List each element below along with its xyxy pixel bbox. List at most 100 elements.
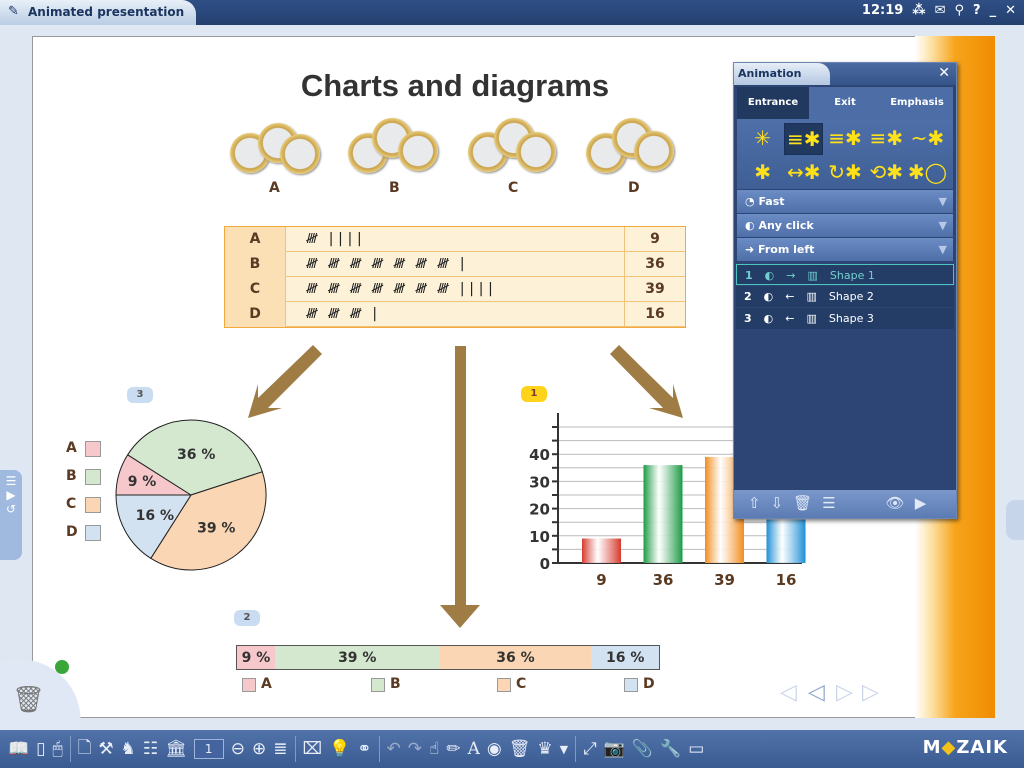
document-icon[interactable]: ≣ <box>273 739 288 759</box>
record-icon[interactable]: ◉ <box>486 739 502 759</box>
pen-color-dot[interactable] <box>55 660 69 674</box>
last-slide-icon[interactable]: ▷ <box>862 680 879 705</box>
book-icon[interactable]: 📖 <box>8 739 30 759</box>
move-down-icon[interactable]: ⇩ <box>770 494 784 512</box>
minimize-icon[interactable]: _ <box>989 3 997 18</box>
crown-icon[interactable]: ♛ <box>537 739 553 759</box>
y-tick-label: 30 <box>529 473 550 491</box>
prev-slide-icon[interactable]: ◁ <box>808 680 825 705</box>
page-icon[interactable]: 🗋 <box>77 737 92 758</box>
legend-swatch <box>85 441 101 457</box>
effect-orbit-icon[interactable]: ✱◯ <box>907 160 947 184</box>
museum-icon[interactable]: 🏛 <box>165 739 187 759</box>
animation-order-badge[interactable]: 2 <box>234 610 260 626</box>
wrench-icon[interactable]: 🔧 <box>660 739 682 759</box>
trash-icon[interactable]: 🗑 <box>12 685 46 715</box>
legend-label: D <box>66 524 78 540</box>
slide-title: Charts and diagrams <box>300 68 610 103</box>
zoom-out-icon[interactable]: ⊖ <box>230 739 245 759</box>
page-number-input[interactable]: 1 <box>193 739 224 759</box>
animation-list-item[interactable]: 2 ◐ ← ▥ Shape 2 <box>736 286 954 307</box>
effect-fly-fast-icon[interactable]: ≡✱ <box>869 126 903 150</box>
bar <box>766 519 806 563</box>
trash-icon[interactable]: 🗑 <box>508 739 531 759</box>
y-tick-label: 10 <box>529 528 550 546</box>
effect-spin-icon[interactable]: ↻✱ <box>828 160 862 184</box>
move-up-icon[interactable]: ⇧ <box>748 494 761 512</box>
close-icon[interactable]: ✕ <box>1005 3 1016 18</box>
row-count: 16 <box>624 302 685 327</box>
redo-icon[interactable]: ↷ <box>407 739 423 759</box>
item-name: Shape 1 <box>829 269 875 282</box>
app-tab[interactable]: ✎ Animated presentation <box>0 0 196 25</box>
hand-icon[interactable]: ☝ <box>429 739 440 759</box>
trigger-dropdown[interactable]: ◐ Any click ▼ <box>737 214 953 237</box>
legend-label: B <box>390 676 401 692</box>
animation-order-badge[interactable]: 3 <box>127 387 153 403</box>
tab-emphasis[interactable]: Emphasis <box>890 97 944 108</box>
direction-dropdown[interactable]: ➜ From left ▼ <box>737 238 953 261</box>
tab-entrance[interactable]: Entrance <box>737 87 809 119</box>
bar-label: 16 <box>776 571 797 589</box>
text-icon[interactable]: A <box>467 739 480 759</box>
animation-list-item[interactable]: 3 ◐ ← ▥ Shape 3 <box>736 308 954 329</box>
close-icon[interactable]: ✕ <box>938 65 950 81</box>
effect-zoom-icon[interactable]: ✱ <box>754 160 771 184</box>
binoculars-icon[interactable]: ⚭ <box>357 739 372 759</box>
paperclip-icon[interactable]: 📎 <box>631 739 654 759</box>
right-panel-handle[interactable] <box>1006 500 1024 540</box>
help-icon[interactable]: ? <box>973 3 981 18</box>
list-icon[interactable]: ☰ <box>822 494 836 512</box>
stacked-bar: 9 % 39 % 36 % 16 % <box>236 645 660 670</box>
link-icon[interactable]: ⤢ <box>583 739 597 759</box>
animation-list-item[interactable]: 1 ◐ → ▥ Shape 1 <box>736 264 954 285</box>
animation-list: 1 ◐ → ▥ Shape 1 2 ◐ ← ▥ Shape 2 3 ◐ ← ▥ Shape 3 <box>736 264 954 329</box>
effect-curve-icon[interactable]: ~✱ <box>910 126 945 150</box>
play-icon[interactable]: ▶ <box>914 494 927 512</box>
animation-order-badge[interactable]: 1 <box>521 386 547 402</box>
first-slide-icon[interactable]: ◁ <box>780 680 797 705</box>
search-icon[interactable]: ⚲ <box>954 3 965 18</box>
legend-swatch <box>242 678 256 692</box>
sidebar-icon[interactable]: ▯ <box>36 739 46 759</box>
effect-grid: ✳ ≡✱ ≡✱ ≡✱ ~✱ ✱ ↔✱ ↻✱ ⟲✱ ✱◯ <box>737 119 953 189</box>
legend-swatch <box>624 678 638 692</box>
delete-icon[interactable]: 🗑 <box>793 494 813 512</box>
speed-dropdown[interactable]: ◔ Fast ▼ <box>737 190 953 213</box>
item-order: 2 <box>744 290 752 303</box>
pie-slice-label: 16 % <box>136 508 174 524</box>
next-slide-icon[interactable]: ▷ <box>836 680 853 705</box>
stack-segment: 36 % <box>439 646 592 669</box>
hammer-icon[interactable]: ⚒ <box>98 739 114 759</box>
camera-icon[interactable]: 📷 <box>603 739 625 759</box>
panel-title: Animation <box>734 63 830 85</box>
side-panel-handle[interactable]: ☰ ▶ ↺ <box>0 470 22 560</box>
top-right-controls: 12:19 ⁂ ✉ ⚲ ? _ ✕ <box>862 3 1016 18</box>
tab-exit[interactable]: Exit <box>834 97 856 108</box>
effect-swivel-icon[interactable]: ⟲✱ <box>869 160 903 184</box>
effect-fly-in-icon[interactable]: ≡✱ <box>784 123 824 155</box>
notes-icon[interactable]: ☷ <box>142 739 159 759</box>
row-count: 9 <box>624 227 685 252</box>
tools-wheel[interactable]: 🗑 <box>0 610 95 730</box>
arrow-to-stack <box>440 346 480 628</box>
effect-fly-return-icon[interactable]: ≡✱ <box>828 126 862 150</box>
zoom-in-icon[interactable]: ⊕ <box>252 739 267 759</box>
legend-label: D <box>643 676 655 692</box>
mouse-icon[interactable]: 🖱 <box>52 739 63 759</box>
chevron-down-icon[interactable]: ▼ <box>559 742 569 756</box>
pencil-icon[interactable]: ✏ <box>446 739 461 759</box>
tray-icon[interactable]: ▭ <box>688 739 705 759</box>
pie-slice <box>115 494 192 560</box>
effect-stretch-icon[interactable]: ↔✱ <box>787 160 821 184</box>
undo-icon[interactable]: ↶ <box>386 739 401 759</box>
stack-segment: 16 % <box>591 646 659 669</box>
presentation-icon[interactable]: ⌧ <box>302 739 323 759</box>
grid-icon[interactable]: ⁂ <box>912 3 926 18</box>
effect-appear-icon[interactable]: ✳ <box>754 126 771 150</box>
row-count: 39 <box>624 277 685 302</box>
lightbulb-icon[interactable]: 💡 <box>329 739 351 759</box>
preview-eye-icon[interactable]: 👁 <box>885 494 905 512</box>
mail-icon[interactable]: ✉ <box>934 3 946 18</box>
chess-icon[interactable]: ♞ <box>120 739 136 759</box>
